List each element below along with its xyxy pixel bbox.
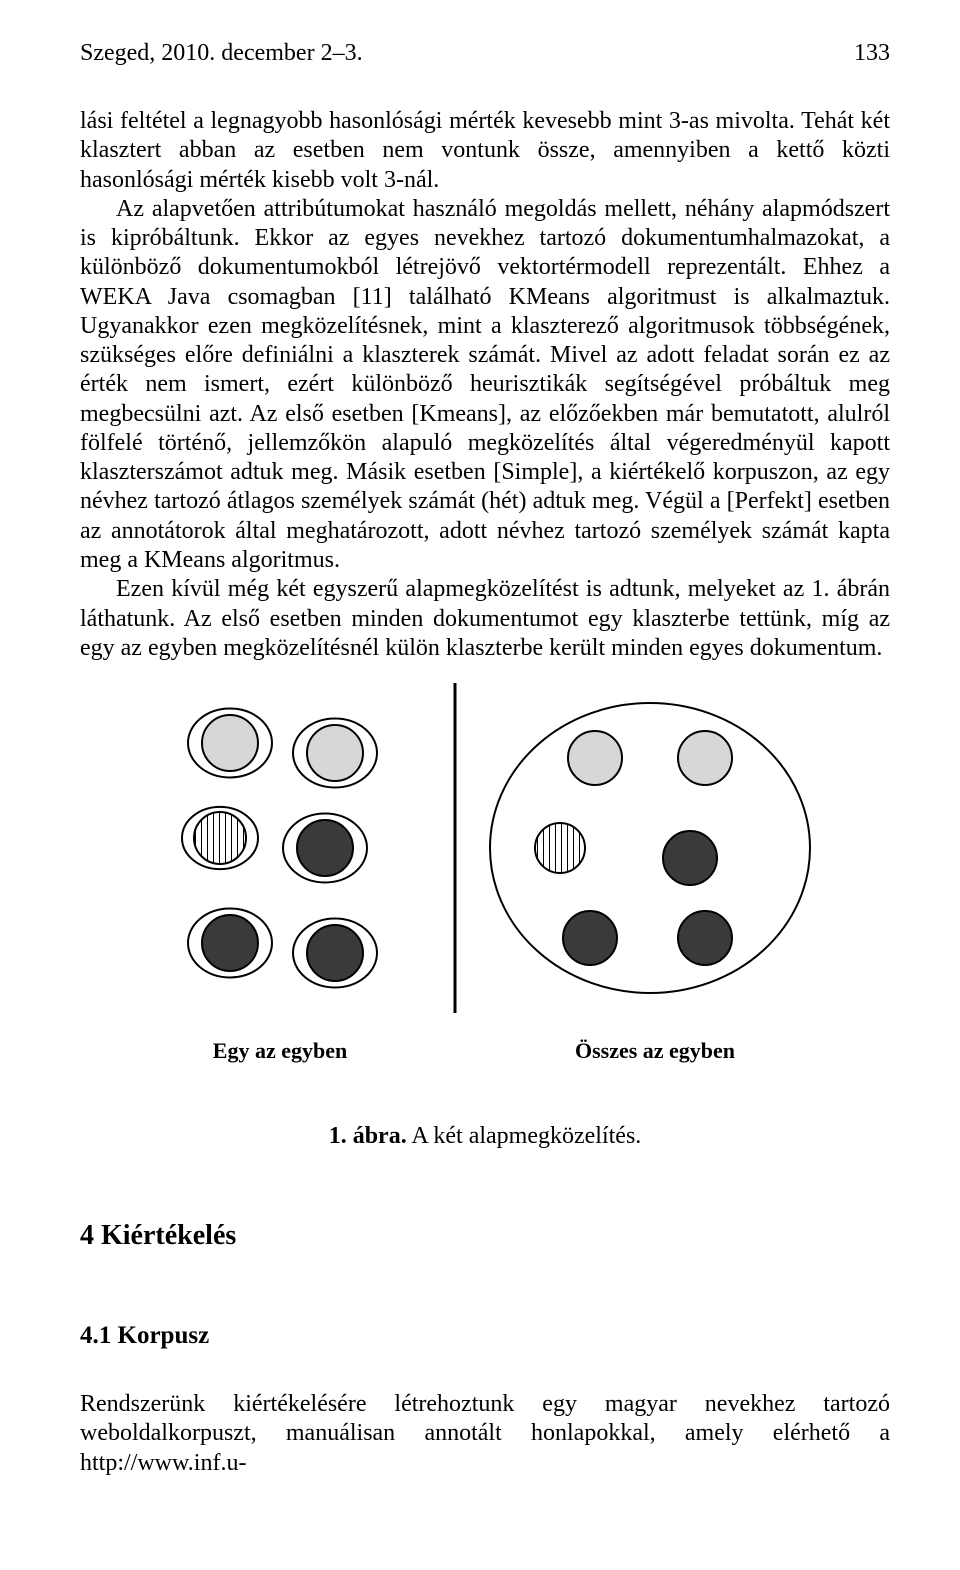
section-4-heading: 4 Kiértékelés <box>80 1220 890 1252</box>
page-number: 133 <box>854 40 890 67</box>
figure-1: Egy az egyben Összes az egyben <box>135 673 835 1073</box>
svg-text:Egy az egyben: Egy az egyben <box>213 1038 347 1063</box>
para-1: lási feltétel a legnagyobb hasonlósági m… <box>80 107 890 195</box>
para-2: Az alapvetően attribútumokat használó me… <box>80 195 890 575</box>
figure-1-caption: 1. ábra. A két alapmegközelítés. <box>80 1123 890 1150</box>
body-text: lási feltétel a legnagyobb hasonlósági m… <box>80 107 890 663</box>
page: Szeged, 2010. december 2–3. 133 lási fel… <box>0 0 960 1498</box>
header-left: Szeged, 2010. december 2–3. <box>80 40 363 67</box>
section-4-1-text: Rendszerünk kiértékelésére létrehoztunk … <box>80 1390 890 1478</box>
para-3: Ezen kívül még két egyszerű alapmegközel… <box>80 575 890 663</box>
figure-1-caption-text: A két alapmegközelítés. <box>407 1123 642 1149</box>
page-header: Szeged, 2010. december 2–3. 133 <box>80 40 890 67</box>
figure-1-caption-label: 1. ábra. <box>329 1123 407 1149</box>
section-4-1-para: Rendszerünk kiértékelésére létrehoztunk … <box>80 1390 890 1478</box>
section-4-1-heading: 4.1 Korpusz <box>80 1322 890 1350</box>
svg-text:Összes az egyben: Összes az egyben <box>575 1038 735 1063</box>
